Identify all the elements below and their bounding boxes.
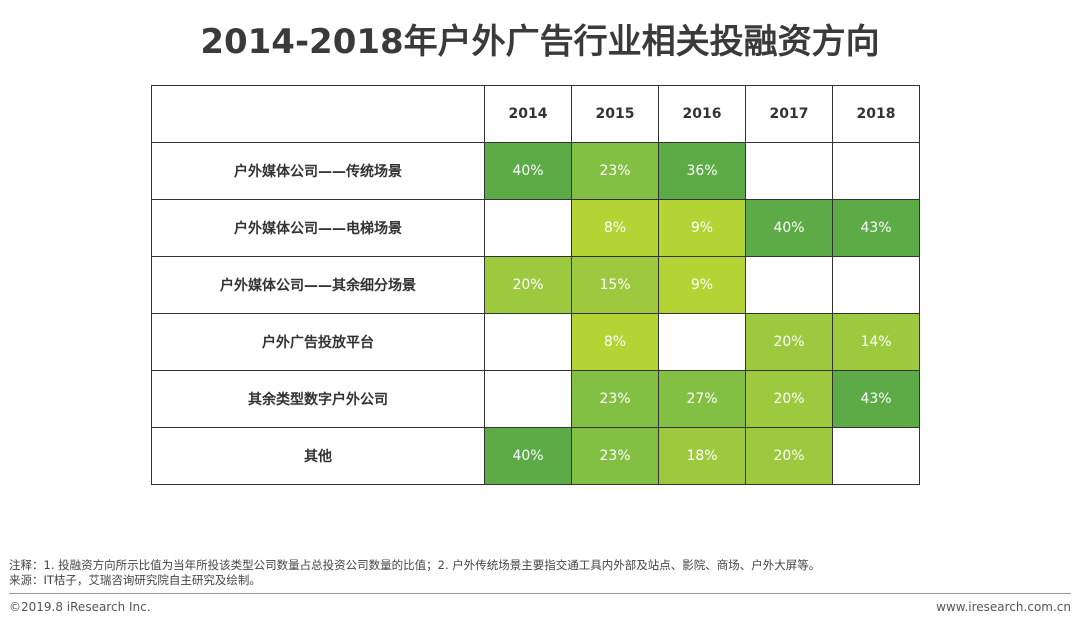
- table-row: 户外媒体公司——传统场景 40% 23% 36%: [151, 142, 920, 200]
- heat-cell: 20%: [484, 256, 572, 314]
- table-row: 其余类型数字户外公司 23% 27% 20% 43%: [151, 370, 920, 428]
- heat-cell: 15%: [571, 256, 659, 314]
- heat-cell: 8%: [571, 313, 659, 371]
- column-header: 2016: [658, 85, 746, 143]
- row-label: 户外广告投放平台: [151, 313, 485, 371]
- heat-cell: [832, 142, 920, 200]
- heat-cell: [745, 256, 833, 314]
- heat-cell: [745, 142, 833, 200]
- heat-cell: [832, 256, 920, 314]
- heat-cell: 40%: [484, 142, 572, 200]
- notes: 注释：1. 投融资方向所示比值为当年所投该类型公司数量占总投资公司数量的比值；2…: [9, 558, 820, 588]
- column-header: 2017: [745, 85, 833, 143]
- source-text: 来源：IT桔子，艾瑞咨询研究院自主研究及绘制。: [9, 573, 261, 587]
- column-header: 2015: [571, 85, 659, 143]
- heat-cell: 43%: [832, 370, 920, 428]
- heat-cell: 18%: [658, 427, 746, 485]
- heat-cell: 40%: [484, 427, 572, 485]
- heat-cell: 23%: [571, 142, 659, 200]
- row-label: 其余类型数字户外公司: [151, 370, 485, 428]
- column-header: 2014: [484, 85, 572, 143]
- row-label: 户外媒体公司——电梯场景: [151, 199, 485, 257]
- heat-cell: 20%: [745, 427, 833, 485]
- row-label: 户外媒体公司——传统场景: [151, 142, 485, 200]
- note-text: 注释：1. 投融资方向所示比值为当年所投该类型公司数量占总投资公司数量的比值；2…: [9, 558, 821, 572]
- header-row: 2014 2015 2016 2017 2018: [151, 85, 920, 143]
- heat-cell: 23%: [571, 427, 659, 485]
- heat-cell: 8%: [571, 199, 659, 257]
- heat-cell: 36%: [658, 142, 746, 200]
- footer-divider: [9, 593, 1071, 594]
- heat-cell: [484, 313, 572, 371]
- website: www.iresearch.com.cn: [936, 600, 1071, 614]
- table-row: 户外媒体公司——电梯场景 8% 9% 40% 43%: [151, 199, 920, 257]
- heat-cell: [832, 427, 920, 485]
- heat-cell: 9%: [658, 256, 746, 314]
- row-label: 户外媒体公司——其余细分场景: [151, 256, 485, 314]
- heat-cell: 27%: [658, 370, 746, 428]
- heat-cell: 23%: [571, 370, 659, 428]
- copyright: ©2019.8 iResearch Inc.: [9, 600, 151, 614]
- row-label: 其他: [151, 427, 485, 485]
- heat-cell: 9%: [658, 199, 746, 257]
- heat-cell: [658, 313, 746, 371]
- heat-cell: 20%: [745, 313, 833, 371]
- page-title: 2014-2018年户外广告行业相关投融资方向: [200, 22, 880, 62]
- heat-cell: 14%: [832, 313, 920, 371]
- heat-cell: 43%: [832, 199, 920, 257]
- table-row: 户外媒体公司——其余细分场景 20% 15% 9%: [151, 256, 920, 314]
- heat-cell: 40%: [745, 199, 833, 257]
- heat-cell: [484, 199, 572, 257]
- table-row: 户外广告投放平台 8% 20% 14%: [151, 313, 920, 371]
- heat-cell: [484, 370, 572, 428]
- heat-cell: 20%: [745, 370, 833, 428]
- column-header: 2018: [832, 85, 920, 143]
- corner-cell: [151, 85, 485, 143]
- heatmap-table: 2014 2015 2016 2017 2018 户外媒体公司——传统场景 40% 23% 36…: [151, 85, 920, 485]
- table-row: 其他 40% 23% 18% 20%: [151, 427, 920, 485]
